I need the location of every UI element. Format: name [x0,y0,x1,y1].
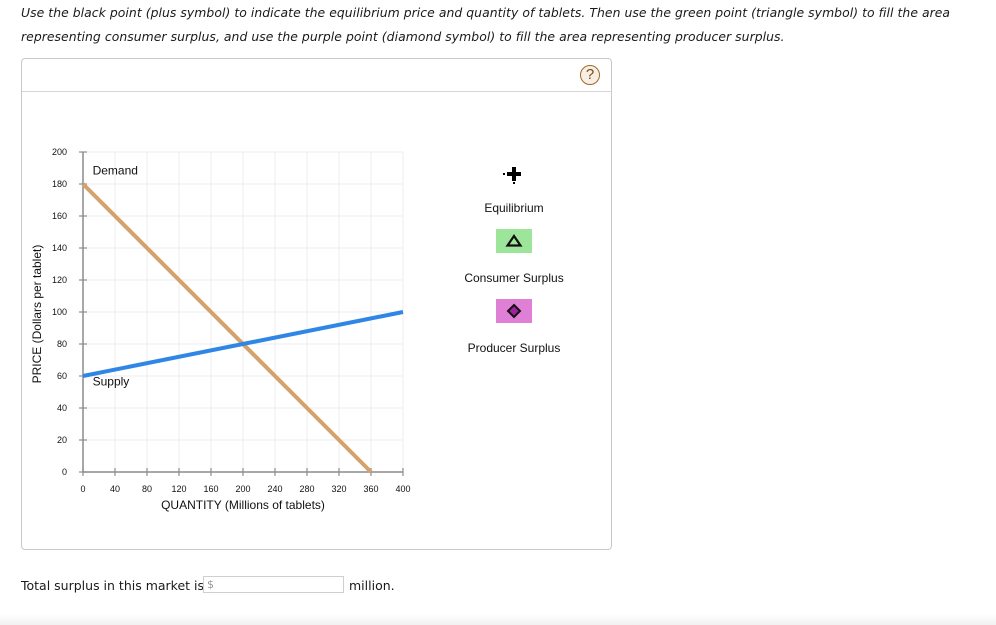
demand-label: Demand [93,163,138,177]
y-tick-label: 20 [57,435,67,445]
instructions: Use the black point (plus symbol) to ind… [21,1,981,48]
x-tick-label: 360 [363,484,378,494]
total-surplus-input[interactable]: $ [203,576,344,593]
page-bottom-edge [0,614,996,625]
x-tick-label: 400 [395,484,410,494]
curve-labels: Demand Supply [93,163,138,388]
graph-panel: ? 0 40 80 120 160 200 240 280 320 360 400 0 20 40 60 80… [21,58,612,550]
grid-lines [82,151,404,473]
legend-label-producer-surplus: Producer Surplus [467,341,561,355]
x-tick-label: 40 [110,484,120,494]
y-tick-label: 200 [52,147,67,157]
instructions-line-1: Use the black point (plus symbol) to ind… [21,5,951,20]
y-tick-label: 40 [57,403,67,413]
dollar-prefix: $ [207,578,214,591]
demand-curve[interactable] [81,182,373,474]
curves[interactable] [81,182,404,474]
plus-icon [503,167,521,184]
total-surplus-label: Total surplus in this market is [21,578,205,593]
legend-label-consumer-surplus: Consumer Surplus [464,271,564,285]
x-tick-label: 200 [235,484,250,494]
supply-demand-chart[interactable]: 0 40 80 120 160 200 240 280 320 360 400 0 20 40 60 80 10… [22,59,611,549]
axes [79,151,404,476]
consumer-surplus-tool[interactable] [496,229,532,253]
x-tick-label: 120 [171,484,186,494]
help-button[interactable]: ? [580,65,600,85]
y-tick-label: 120 [52,275,67,285]
y-tick-label: 80 [57,339,67,349]
diamond-icon [506,303,522,319]
y-tick-label: 180 [52,179,67,189]
million-unit-label: million. [349,578,395,593]
x-tick-label: 240 [267,484,282,494]
panel-header: ? [22,59,611,92]
y-tick-label: 100 [52,307,67,317]
x-tick-label: 80 [142,484,152,494]
tick-labels: 0 40 80 120 160 200 240 280 320 360 400 0 20 40 60 80 10… [52,147,411,494]
producer-surplus-tool[interactable] [496,299,532,323]
supply-curve[interactable] [82,310,404,378]
supply-label: Supply [93,375,130,389]
x-tick-label: 160 [203,484,218,494]
equilibrium-tool[interactable] [502,165,526,185]
triangle-icon [505,234,523,247]
x-tick-label: 280 [299,484,314,494]
x-axis-label: QUANTITY (Millions of tablets) [161,498,325,512]
x-tick-label: 320 [331,484,346,494]
y-tick-label: 0 [62,467,67,477]
instructions-line-2: representing consumer surplus, and use t… [21,28,785,44]
y-axis-label: PRICE (Dollars per tablet) [30,245,44,384]
x-tick-label: 0 [80,484,85,494]
y-tick-label: 160 [52,211,67,221]
y-tick-label: 140 [52,243,67,253]
y-tick-label: 60 [57,371,67,381]
legend-label-equilibrium: Equilibrium [484,201,544,215]
